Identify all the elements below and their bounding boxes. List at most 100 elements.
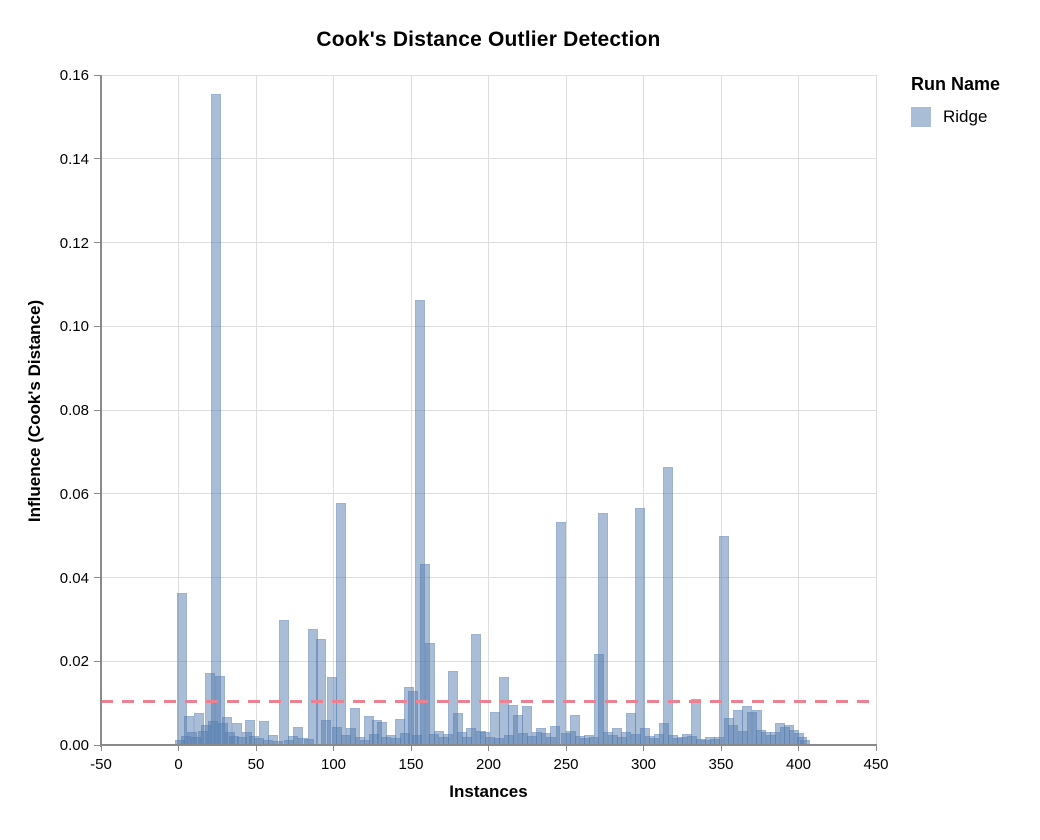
y-axis-tick <box>94 744 100 746</box>
y-tick-label: 0.08 <box>59 402 89 419</box>
x-axis-tick <box>178 745 179 751</box>
bar <box>452 712 463 745</box>
bar <box>556 521 567 745</box>
x-gridline <box>875 75 877 745</box>
x-axis-tick <box>798 745 799 751</box>
legend-item: Ridge <box>911 107 1000 127</box>
x-axis-tick <box>720 745 722 751</box>
x-tick-label: 350 <box>708 756 734 773</box>
bar <box>268 734 279 745</box>
y-tick-label: 0.12 <box>59 234 89 252</box>
y-axis-tick <box>94 158 100 160</box>
bar <box>489 711 500 745</box>
bar <box>232 723 243 745</box>
bar <box>336 502 347 745</box>
x-tick-label: 300 <box>630 756 657 773</box>
chart-title: Cook's Distance Outlier Detection <box>316 28 661 51</box>
x-axis-tick <box>100 745 102 751</box>
x-tick-label: 400 <box>785 756 812 773</box>
bar <box>550 725 561 745</box>
y-tick-label: 0.02 <box>59 653 89 671</box>
x-axis-tick <box>565 745 567 751</box>
bar <box>751 710 762 745</box>
x-axis-tick <box>410 745 412 751</box>
bar <box>415 300 426 745</box>
bar <box>184 715 195 745</box>
bar <box>350 708 361 745</box>
y-axis-tick <box>94 493 100 495</box>
x-tick-label: 200 <box>475 756 502 773</box>
x-tick-label: -50 <box>90 756 112 773</box>
bar <box>308 629 319 745</box>
bar <box>447 671 458 745</box>
y-tick-label: 0.16 <box>59 67 89 84</box>
y-tick-label: 0.06 <box>59 485 89 503</box>
x-axis-tick <box>643 745 644 751</box>
x-gridline <box>333 75 334 745</box>
x-axis-title: Instances <box>449 782 528 801</box>
y-axis-line <box>100 75 102 747</box>
bar <box>320 719 331 745</box>
y-tick-label: 0.14 <box>59 150 89 168</box>
legend: Run Name Ridge <box>911 74 1000 127</box>
bar <box>424 643 435 745</box>
bar <box>193 712 204 745</box>
y-axis-tick <box>94 409 100 411</box>
bar <box>499 676 509 745</box>
bar <box>663 466 674 745</box>
x-gridline <box>410 75 412 745</box>
y-tick-label: 0.10 <box>59 318 89 336</box>
x-gridline <box>488 75 489 745</box>
bar <box>244 720 255 745</box>
legend-title: Run Name <box>911 74 1001 94</box>
bar <box>258 720 269 745</box>
x-tick-label: 0 <box>174 756 183 773</box>
bar <box>316 639 327 745</box>
bar <box>297 737 308 745</box>
x-gridline <box>643 75 644 745</box>
y-axis-tick <box>94 242 100 243</box>
legend-item-label: Ridge <box>943 107 988 126</box>
x-gridline <box>178 75 179 745</box>
bar <box>570 715 581 745</box>
x-tick-label: 150 <box>398 756 424 773</box>
bar <box>292 727 303 745</box>
bar <box>272 740 283 745</box>
y-axis-tick <box>94 74 100 76</box>
x-gridline <box>565 75 567 745</box>
x-gridline <box>798 75 799 745</box>
y-axis-tick <box>94 325 100 327</box>
bar <box>210 93 221 745</box>
x-tick-label: 50 <box>247 756 265 773</box>
bar <box>364 716 375 745</box>
x-axis-tick <box>488 745 489 751</box>
bar <box>176 593 187 745</box>
x-axis-line <box>100 743 877 746</box>
bar <box>733 710 744 745</box>
bar <box>626 713 637 745</box>
x-gridline <box>255 75 257 745</box>
bar <box>512 714 523 745</box>
x-axis-tick <box>333 745 334 751</box>
threshold-line <box>101 700 876 704</box>
x-axis-tick <box>255 745 257 751</box>
bar <box>215 676 226 745</box>
bar <box>598 513 609 745</box>
bar <box>204 673 215 745</box>
legend-swatch-icon <box>911 107 931 127</box>
bar <box>395 719 406 745</box>
bar <box>471 634 482 745</box>
x-tick-label: 250 <box>553 756 579 773</box>
bar <box>799 739 810 745</box>
legend-items: Ridge <box>911 107 1000 127</box>
bar <box>635 508 646 745</box>
x-tick-label: 100 <box>320 756 347 773</box>
y-tick-label: 0.00 <box>59 737 89 754</box>
bar <box>326 676 337 745</box>
x-axis-tick <box>875 745 877 751</box>
bar <box>522 705 533 745</box>
x-tick-label: 450 <box>863 756 889 773</box>
bar <box>407 690 418 745</box>
bar <box>691 698 702 745</box>
